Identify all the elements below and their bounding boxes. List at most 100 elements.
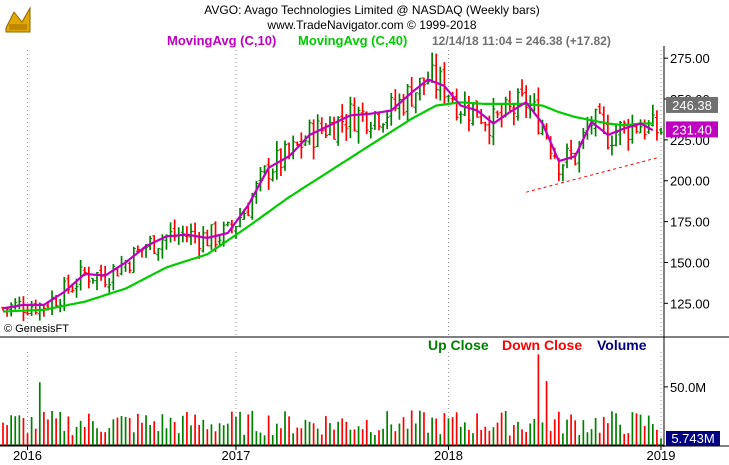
price-bar [454, 88, 459, 121]
price-bar [630, 114, 635, 144]
price-bar [274, 141, 279, 180]
price-bar [193, 222, 198, 244]
price-bars [1, 52, 663, 322]
price-bar [356, 106, 361, 144]
price-bar [442, 62, 447, 106]
price-bar [270, 168, 275, 182]
price-bar [262, 165, 267, 175]
time-tick-label: 2017 [221, 448, 250, 463]
last-price-tag [666, 96, 718, 113]
price-bar [111, 264, 116, 291]
volume-tick-label: 50.0M [670, 380, 706, 395]
price-panel: 125.00150.00175.00200.00225.00250.00275.… [1, 46, 718, 447]
price-bar [434, 53, 439, 99]
price-bar [483, 121, 488, 132]
down-close-legend: Down Close [502, 337, 582, 353]
price-bar [299, 132, 304, 159]
price-bar [21, 296, 26, 322]
price-bar [323, 123, 328, 139]
quote-readout: 12/14/18 11:04 = 246.38 (+17.82) [432, 34, 611, 48]
price-bar [458, 111, 463, 124]
price-bar [659, 127, 663, 135]
ma10-line [2, 78, 654, 310]
price-bar [201, 226, 206, 253]
price-bar [597, 103, 602, 114]
price-bar [9, 302, 14, 317]
price-tick-label: 150.00 [670, 255, 710, 270]
up-close-legend: Up Close [428, 337, 489, 353]
price-bar [233, 225, 238, 239]
price-bar [650, 104, 655, 127]
last-volume-tag-label: 5.743M [671, 431, 714, 446]
volume-legend: Volume [597, 337, 647, 353]
volume-bars [2, 354, 662, 445]
price-bar [385, 111, 390, 130]
copyright-line: www.TradeNavigator.com © 1999-2018 [266, 18, 476, 32]
price-bar [381, 123, 386, 133]
price-bar [491, 97, 496, 146]
price-bar [593, 108, 598, 137]
time-tick-label: 2016 [13, 448, 42, 463]
price-bar [609, 135, 614, 156]
price-bar [50, 290, 55, 315]
price-bar [33, 299, 38, 315]
price-bar [78, 259, 83, 291]
price-tick-label: 175.00 [670, 215, 710, 230]
price-bar [90, 277, 95, 284]
price-bar [319, 117, 324, 135]
ma-value-tag [666, 121, 718, 138]
price-tick-label: 125.00 [670, 296, 710, 311]
price-bar [360, 102, 365, 122]
price-axis: 125.00150.00175.00200.00225.00250.00275.… [664, 51, 718, 311]
price-bar [565, 143, 569, 169]
price-tick-label: 275.00 [670, 51, 710, 66]
price-bar [107, 277, 112, 294]
price-bar [507, 90, 512, 111]
price-bar [495, 110, 500, 119]
price-bar [426, 71, 431, 85]
price-bar [413, 92, 418, 114]
price-bar [377, 112, 381, 131]
price-bar [148, 235, 153, 251]
price-bar [127, 261, 132, 274]
price-bar [172, 219, 177, 242]
volume-panel: 50.0M 5.743M [0, 352, 720, 446]
price-bar [66, 274, 71, 294]
price-bar [307, 119, 312, 145]
price-bar [446, 94, 451, 103]
price-bar [462, 91, 467, 117]
price-bar [225, 221, 230, 227]
price-bar [417, 77, 422, 101]
price-tick-label: 200.00 [670, 174, 710, 189]
price-bar [471, 103, 475, 126]
price-bar [430, 52, 435, 83]
price-bar [266, 157, 271, 190]
price-bar [135, 245, 140, 253]
price-bar [368, 121, 373, 139]
price-bar [332, 116, 337, 140]
price-bar [638, 119, 643, 134]
price-bar [291, 135, 296, 160]
price-bar [520, 79, 525, 97]
price-bar [405, 84, 410, 122]
volume-axis: 50.0M 5.743M [664, 380, 720, 446]
price-bar [168, 222, 173, 243]
last-volume-tag [666, 431, 720, 446]
price-bar [295, 141, 300, 147]
ma10-legend: MovingAvg (C,10) [167, 33, 276, 48]
price-bar [258, 167, 263, 192]
trade-navigator-logo [5, 6, 31, 33]
price-bar [532, 93, 537, 112]
ma40-line [2, 101, 653, 313]
price-bar [278, 148, 283, 176]
price-bar [283, 140, 287, 171]
support-trendline [526, 157, 658, 193]
moving-average-lines [2, 78, 658, 313]
price-bar [99, 264, 104, 281]
price-grid [27, 46, 665, 447]
volume-grid [0, 352, 664, 446]
price-bar [29, 300, 34, 316]
time-axis: 2016 2017 2018 2019 [0, 445, 729, 463]
price-bar [466, 95, 471, 132]
